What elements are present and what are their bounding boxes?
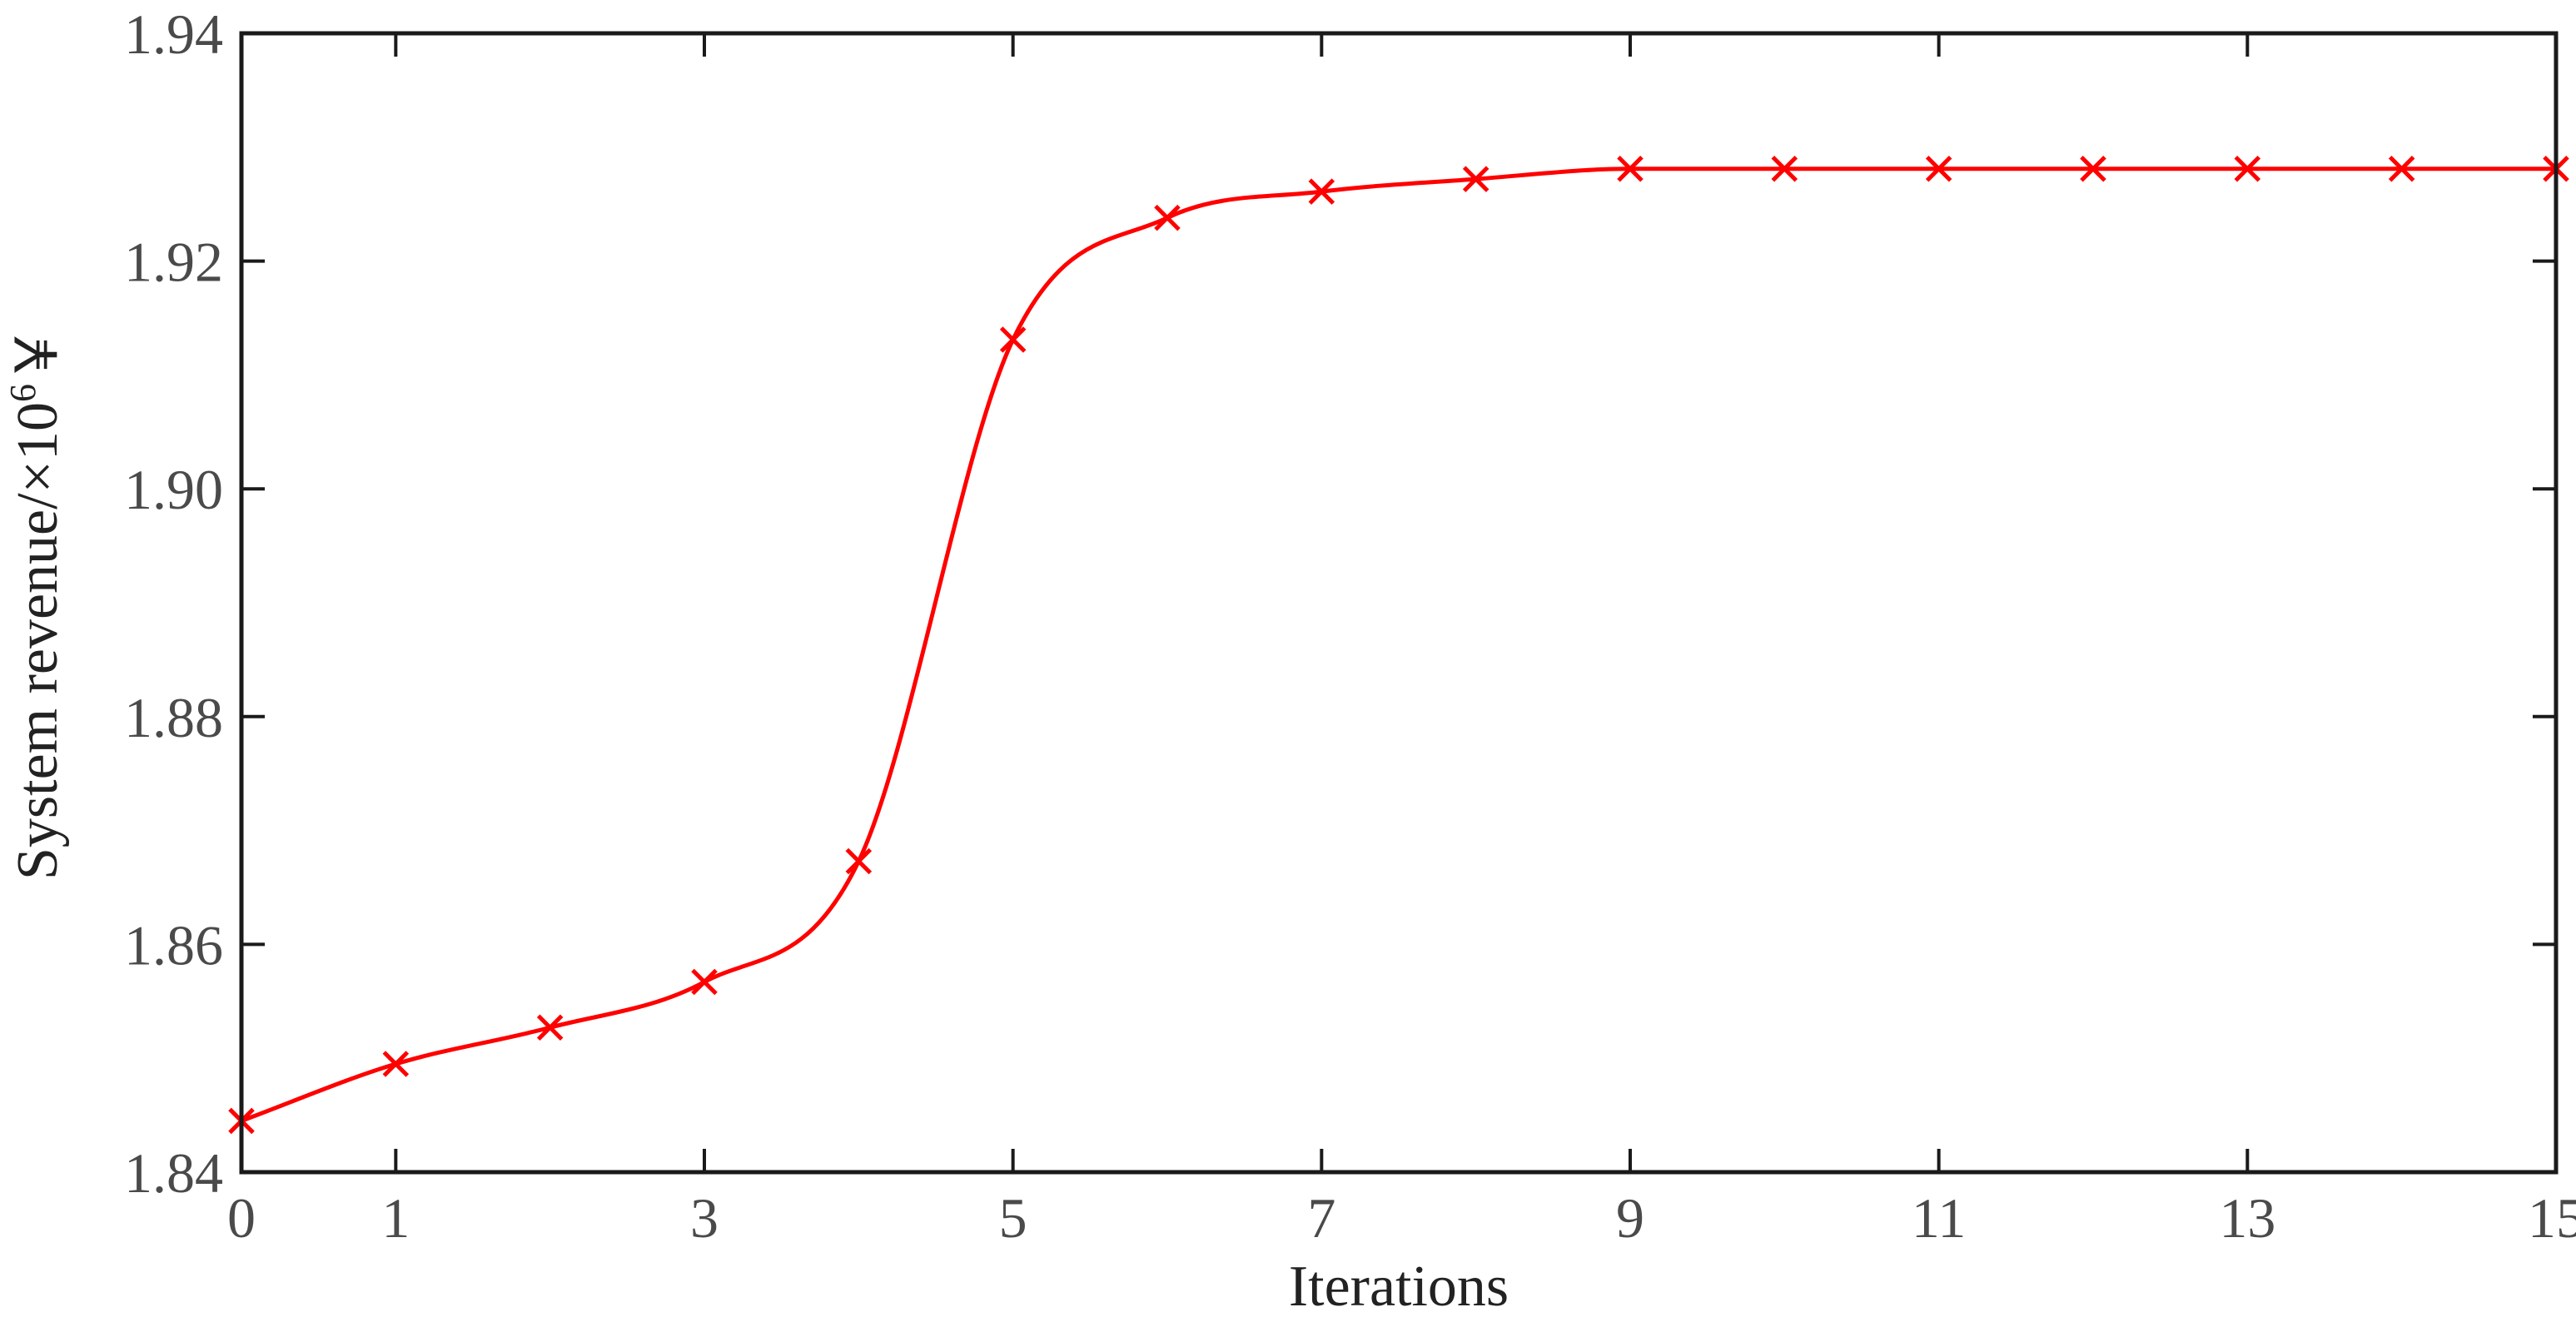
- data-point-marker: [2080, 156, 2106, 182]
- data-point-marker: [382, 1051, 410, 1077]
- data-point-marker: [1154, 204, 1181, 231]
- x-tick-label: 9: [1616, 1186, 1644, 1250]
- plot-area-frame: [239, 31, 2559, 1175]
- x-tick-label: 15: [2528, 1186, 2576, 1250]
- y-tick-label: 1.90: [124, 458, 223, 521]
- data-point-marker: [2234, 156, 2261, 182]
- y-tick-label: 1.88: [124, 686, 223, 749]
- data-point-marker: [536, 1014, 564, 1041]
- data-point-marker: [845, 847, 873, 875]
- y-axis-title-text: System revenue/×10: [6, 402, 70, 880]
- axis-ticks: [240, 32, 2558, 1174]
- y-axis-title-exponent: 6: [2, 384, 43, 402]
- data-point-marker: [1462, 166, 1489, 192]
- x-axis-title: Iterations: [1289, 1255, 1509, 1319]
- data-point-marker: [1925, 156, 1952, 182]
- x-tick-label: 7: [1307, 1186, 1335, 1250]
- data-markers: [228, 156, 2569, 1135]
- x-tick-label: 0: [227, 1186, 256, 1250]
- data-point-marker: [1308, 178, 1335, 205]
- data-point-marker: [999, 326, 1027, 353]
- y-tick-label: 1.92: [124, 231, 223, 294]
- y-tick-label: 1.94: [124, 2, 223, 66]
- x-tick-label: 13: [2219, 1186, 2275, 1250]
- y-axis-title: System revenue/×106￥: [2, 326, 70, 880]
- y-tick-label: 1.84: [124, 1141, 223, 1205]
- data-point-marker: [2388, 156, 2415, 182]
- series-line: [239, 166, 2559, 1123]
- x-tick-label: 11: [1912, 1186, 1966, 1250]
- data-point-marker: [1617, 156, 1644, 182]
- y-axis-title-unit: ￥: [6, 326, 70, 384]
- data-point-marker: [1771, 156, 1798, 182]
- data-point-marker: [691, 968, 718, 996]
- x-tick-labels: 0 1 3 5 7 9 11 13 15: [227, 1186, 2576, 1250]
- x-tick-label: 3: [690, 1186, 719, 1250]
- y-tick-label: 1.86: [124, 913, 223, 977]
- x-tick-label: 1: [381, 1186, 410, 1250]
- x-tick-label: 5: [999, 1186, 1027, 1250]
- y-tick-labels: 1.84 1.86 1.88 1.90 1.92 1.94: [124, 2, 223, 1205]
